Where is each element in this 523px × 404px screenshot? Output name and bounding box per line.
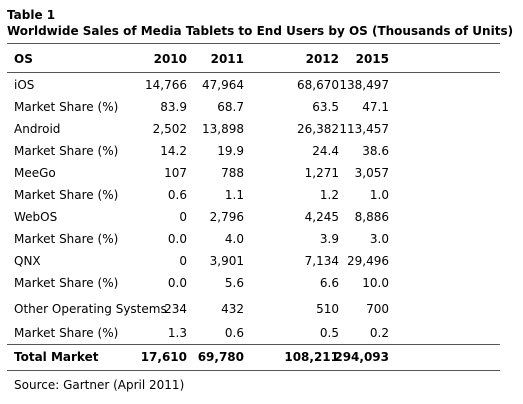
cell-2012: 26,382: [297, 122, 339, 136]
cell-2012: 63.5: [312, 100, 339, 114]
cell-2012: 510: [316, 302, 339, 316]
cell-2012: 68,670: [297, 78, 339, 92]
cell-2011: 3,901: [209, 254, 244, 268]
cell-2010: 14.2: [160, 144, 187, 158]
cell-2011: 47,964: [202, 78, 244, 92]
total-rule: [7, 344, 500, 345]
cell-2011: 13,898: [202, 122, 244, 136]
table-row: QNX 0 3,901 7,134 29,496: [0, 250, 523, 272]
row-label: QNX: [14, 254, 41, 268]
total-2012: 108,211: [284, 350, 339, 364]
top-rule: [7, 43, 500, 44]
cell-2010: 0: [179, 210, 187, 224]
cell-2015: 29,496: [347, 254, 389, 268]
row-label: Market Share (%): [14, 100, 119, 114]
row-label: Market Share (%): [14, 232, 119, 246]
table-row: Market Share (%) 1.3 0.6 0.5 0.2: [0, 322, 523, 344]
row-label: Market Share (%): [14, 276, 119, 290]
header-row: OS 2010 2011 2012 2015: [0, 48, 523, 70]
cell-2010: 14,766: [145, 78, 187, 92]
row-label: MeeGo: [14, 166, 56, 180]
cell-2012: 6.6: [319, 276, 339, 290]
cell-2010: 107: [164, 166, 187, 180]
cell-2011: 1.1: [224, 188, 244, 202]
row-label: Market Share (%): [14, 144, 119, 158]
cell-2015: 3.0: [369, 232, 389, 246]
table-row: Android 2,502 13,898 26,382 113,457: [0, 118, 523, 140]
table-number: Table 1: [7, 8, 56, 22]
table-title: Worldwide Sales of Media Tablets to End …: [7, 24, 514, 38]
cell-2015: 1.0: [369, 188, 389, 202]
cell-2012: 4,245: [304, 210, 339, 224]
cell-2012: 1,271: [304, 166, 339, 180]
cell-2012: 1.2: [319, 188, 339, 202]
cell-2012: 3.9: [319, 232, 339, 246]
cell-2011: 5.6: [224, 276, 244, 290]
bottom-rule: [7, 370, 500, 371]
row-label: Market Share (%): [14, 188, 119, 202]
cell-2011: 0.6: [224, 326, 244, 340]
cell-2011: 4.0: [224, 232, 244, 246]
cell-2015: 38.6: [362, 144, 389, 158]
cell-2015: 8,886: [354, 210, 389, 224]
source-note: Source: Gartner (April 2011): [14, 378, 185, 392]
column-header-2011: 2011: [210, 52, 244, 66]
table-row: MeeGo 107 788 1,271 3,057: [0, 162, 523, 184]
cell-2010: 0.0: [167, 276, 187, 290]
column-header-2015: 2015: [355, 52, 389, 66]
row-label: Other Operating Systems: [14, 302, 167, 316]
cell-2012: 0.5: [319, 326, 339, 340]
total-2010: 17,610: [140, 350, 187, 364]
cell-2010: 0.6: [167, 188, 187, 202]
total-label: Total Market: [14, 350, 99, 364]
cell-2015: 0.2: [369, 326, 389, 340]
row-label: Market Share (%): [14, 326, 119, 340]
cell-2015: 700: [366, 302, 389, 316]
cell-2012: 24.4: [312, 144, 339, 158]
cell-2010: 0: [179, 254, 187, 268]
column-header-2010: 2010: [153, 52, 187, 66]
table-row: Market Share (%) 14.2 19.9 24.4 38.6: [0, 140, 523, 162]
column-header-os: OS: [14, 52, 33, 66]
cell-2011: 2,796: [209, 210, 244, 224]
cell-2010: 83.9: [160, 100, 187, 114]
cell-2015: 47.1: [362, 100, 389, 114]
cell-2011: 19.9: [217, 144, 244, 158]
table-row: Market Share (%) 0.6 1.1 1.2 1.0: [0, 184, 523, 206]
header-rule: [7, 72, 500, 73]
table-caption: Table 1 Worldwide Sales of Media Tablets…: [7, 7, 513, 39]
cell-2015: 10.0: [362, 276, 389, 290]
total-2015: 294,093: [334, 350, 389, 364]
total-2011: 69,780: [197, 350, 244, 364]
table-row: WebOS 0 2,796 4,245 8,886: [0, 206, 523, 228]
cell-2012: 7,134: [304, 254, 339, 268]
cell-2010: 0.0: [167, 232, 187, 246]
table-row: Other Operating Systems 234 432 510 700: [0, 298, 523, 320]
cell-2011: 432: [221, 302, 244, 316]
row-label: iOS: [14, 78, 35, 92]
row-label: WebOS: [14, 210, 58, 224]
cell-2015: 138,497: [339, 78, 389, 92]
table-row: Market Share (%) 0.0 4.0 3.9 3.0: [0, 228, 523, 250]
row-label: Android: [14, 122, 61, 136]
column-header-2012: 2012: [305, 52, 339, 66]
cell-2010: 1.3: [167, 326, 187, 340]
table-row: Market Share (%) 83.9 68.7 63.5 47.1: [0, 96, 523, 118]
cell-2010: 2,502: [152, 122, 187, 136]
cell-2010: 234: [164, 302, 187, 316]
cell-2011: 68.7: [217, 100, 244, 114]
table-row: iOS 14,766 47,964 68,670 138,497: [0, 74, 523, 96]
cell-2011: 788: [221, 166, 244, 180]
table-row: Market Share (%) 0.0 5.6 6.6 10.0: [0, 272, 523, 294]
total-row: Total Market 17,610 69,780 108,211 294,0…: [0, 346, 523, 368]
cell-2015: 113,457: [339, 122, 389, 136]
cell-2015: 3,057: [354, 166, 389, 180]
